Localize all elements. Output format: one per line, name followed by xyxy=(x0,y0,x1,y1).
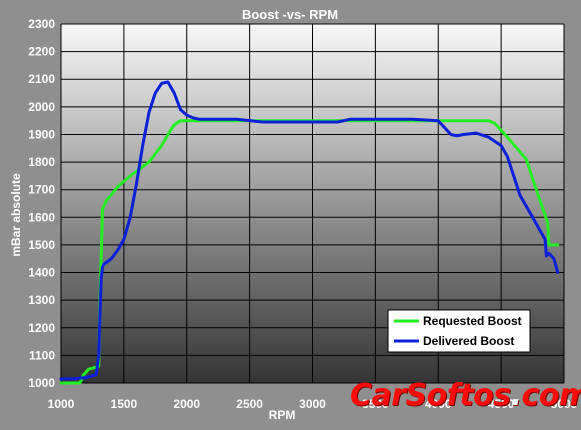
x-tick-label: 2500 xyxy=(236,397,263,411)
y-axis-title: mBar absolute xyxy=(9,173,23,257)
x-tick-label: 1500 xyxy=(111,397,138,411)
y-tick-label: 1600 xyxy=(28,210,55,224)
y-tick-label: 1100 xyxy=(29,348,55,362)
x-tick-label: 5000 xyxy=(551,397,578,411)
x-tick-labels: 1000 1500 2000 2500 3000 3500 4000 4500 5000 xyxy=(48,397,578,411)
x-tick-label: 3000 xyxy=(299,397,326,411)
legend-label-delivered: Delivered Boost xyxy=(423,334,514,348)
x-tick-label: 4000 xyxy=(425,397,452,411)
y-tick-label: 2100 xyxy=(28,72,55,86)
y-tick-label: 1000 xyxy=(28,376,55,390)
legend-label-requested: Requested Boost xyxy=(423,314,522,328)
x-tick-label: 1000 xyxy=(48,397,75,411)
watermark-logo: CarSoftos.com xyxy=(350,378,581,413)
x-tick-label: 3500 xyxy=(362,397,389,411)
y-tick-label: 1800 xyxy=(28,155,55,169)
x-axis-title: RPM xyxy=(269,408,296,422)
watermark-part2: com xyxy=(521,378,581,413)
series-lines xyxy=(59,80,560,385)
legend-box xyxy=(387,309,531,353)
y-tick-label: 1700 xyxy=(28,183,55,197)
y-tick-label: 1300 xyxy=(28,293,55,307)
y-tick-label: 1200 xyxy=(28,321,55,335)
chart-title: Boost -vs- RPM xyxy=(242,7,338,22)
watermark-part1: CarSoftos xyxy=(350,378,511,413)
y-tick-label: 2300 xyxy=(28,17,55,31)
legend: Requested Boost Delivered Boost xyxy=(387,309,531,353)
y-tick-label: 1900 xyxy=(28,127,55,141)
y-tick-label: 1500 xyxy=(28,238,55,252)
series-line-1 xyxy=(59,80,560,381)
y-tick-label: 2200 xyxy=(28,45,55,59)
y-tick-label: 2000 xyxy=(28,100,55,114)
y-tick-labels: 1000 1100 1200 1300 1400 1500 1600 1700 1800 1900… xyxy=(28,17,55,390)
y-tick-label: 1400 xyxy=(28,266,55,280)
x-tick-label: 4500 xyxy=(488,397,515,411)
grid xyxy=(60,23,565,384)
x-tick-label: 2000 xyxy=(173,397,200,411)
watermark-dot: . xyxy=(510,378,522,413)
